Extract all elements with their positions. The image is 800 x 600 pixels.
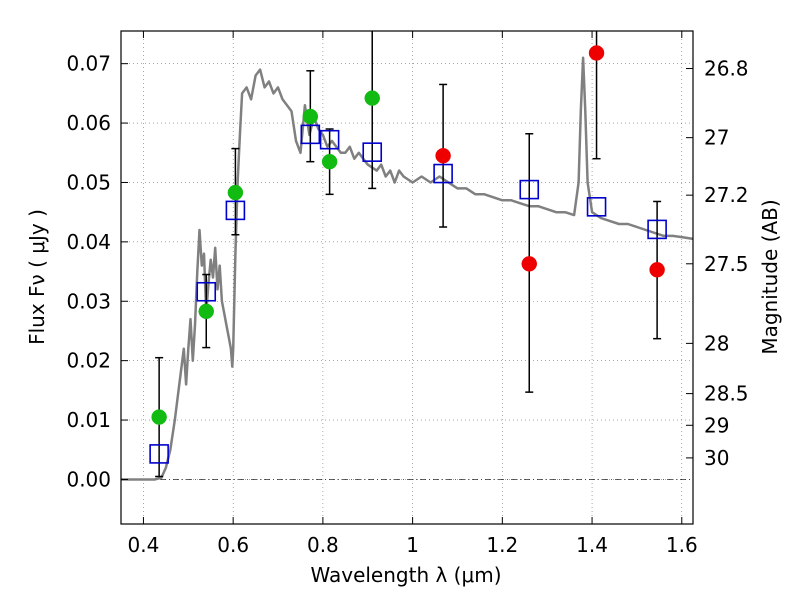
- model-band-squares: [149, 124, 667, 464]
- right-tick-label-7: 30: [704, 446, 729, 470]
- y-axis-right-label: Magnitude (AB): [758, 199, 782, 354]
- red-point-0: [435, 147, 451, 164]
- model-band-square-6: [433, 163, 453, 184]
- data-points: [151, 45, 665, 425]
- model-spectrum-line: [121, 56, 694, 481]
- right-tick-label-3: 27.5: [704, 252, 749, 276]
- model-band-square-7: [519, 179, 540, 200]
- green-point-2: [227, 184, 244, 201]
- model-band-square-9: [647, 219, 667, 240]
- green-point-0: [151, 409, 167, 425]
- right-tick-label-0: 26.8: [704, 57, 749, 81]
- right-tick-label-6: 29: [704, 413, 729, 437]
- y-axis-label: Flux Fν ( μJy ): [25, 209, 49, 345]
- x-tick-label-4: 1.2: [486, 533, 518, 557]
- model-band-square-8: [586, 197, 607, 217]
- y-tick-label-1: 0.01: [66, 408, 111, 432]
- green-point-3: [302, 108, 319, 125]
- x-tick-label-1: 0.6: [217, 533, 249, 557]
- right-tick-label-2: 27.2: [704, 183, 749, 207]
- model-band-square-4: [319, 129, 340, 150]
- x-tick-label-5: 1.4: [576, 533, 608, 557]
- y-tick-label-2: 0.02: [66, 349, 111, 373]
- model-spectrum-layer: [121, 56, 694, 481]
- x-axis-label: Wavelength λ (μm): [310, 563, 501, 587]
- red-point-3: [649, 262, 665, 278]
- grid: [121, 31, 693, 524]
- model-band-square-0: [149, 444, 169, 464]
- y-tick-label-3: 0.03: [66, 289, 111, 313]
- green-point-5: [364, 90, 380, 106]
- x-tick-label-0: 0.4: [128, 533, 160, 557]
- model-band-square-5: [362, 142, 383, 162]
- x-tick-label-6: 1.6: [666, 533, 698, 557]
- x-tick-label-3: 1: [406, 533, 419, 557]
- red-point-1: [521, 256, 538, 272]
- red-point-2: [588, 45, 605, 61]
- y-tick-label-6: 0.06: [66, 111, 111, 135]
- green-point-4: [321, 153, 338, 170]
- plot-frame: [120, 30, 694, 525]
- axes: [120, 30, 694, 525]
- y-tick-label-5: 0.05: [66, 170, 111, 194]
- x-tick-label-2: 0.8: [307, 533, 339, 557]
- green-point-1: [198, 303, 214, 320]
- right-tick-label-4: 28: [704, 331, 729, 355]
- tick-labels: 0.4 0.6 0.8 1 1.2 1.4 1.6 0.00 0.01 0.02 0.03 0.04 0…: [66, 52, 748, 557]
- model-band-square-1: [196, 281, 217, 302]
- y-tick-label-4: 0.04: [66, 230, 111, 254]
- right-tick-label-1: 27: [704, 126, 729, 150]
- right-tick-label-5: 28.5: [704, 382, 749, 406]
- model-band-square-2: [225, 200, 246, 221]
- y-tick-label-0: 0.00: [66, 467, 111, 491]
- y-tick-label-7: 0.07: [66, 52, 111, 76]
- model-band-square-3: [300, 124, 321, 145]
